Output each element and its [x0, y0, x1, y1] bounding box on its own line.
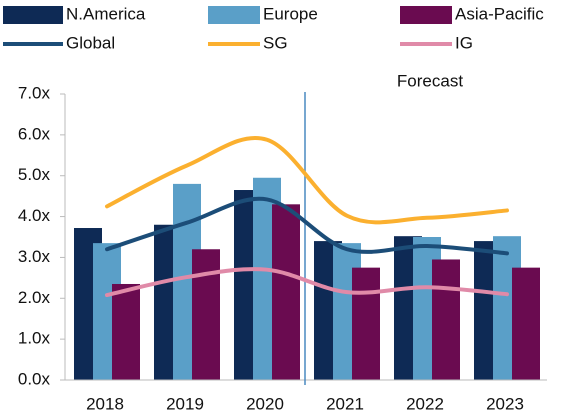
bar [512, 267, 540, 380]
y-tick-label: 3.0x [18, 247, 51, 266]
bar [192, 249, 220, 380]
x-tick-label: 2022 [406, 394, 444, 413]
x-tick-label: 2018 [86, 394, 124, 413]
line [105, 136, 509, 225]
bar [272, 204, 300, 380]
legend-label: Europe [263, 4, 318, 23]
x-tick-label: 2019 [166, 394, 204, 413]
x-tick-label: 2021 [326, 394, 364, 413]
x-tick-label: 2020 [246, 394, 284, 413]
line [105, 196, 509, 256]
y-tick-label: 1.0x [18, 329, 51, 348]
y-tick-label: 6.0x [18, 124, 51, 143]
x-tick-label: 2023 [486, 394, 524, 413]
legend-swatch [400, 6, 452, 24]
legend-label: Global [66, 33, 115, 52]
y-tick-label: 4.0x [18, 206, 51, 225]
legend-label: SG [263, 33, 288, 52]
y-tick-label: 7.0x [18, 83, 51, 102]
y-tick-label: 2.0x [18, 288, 51, 307]
line [105, 267, 509, 298]
legend-swatch [3, 6, 63, 24]
legend-label: IG [455, 33, 473, 52]
legend-swatch [208, 6, 260, 24]
legend-label: Asia-Pacific [455, 4, 544, 23]
bar [112, 283, 140, 380]
y-tick-label: 5.0x [18, 165, 51, 184]
y-tick-label: 0.0x [18, 369, 51, 388]
bar [352, 267, 380, 380]
legend-label: N.America [66, 4, 146, 23]
bar [432, 259, 460, 380]
forecast-annotation: Forecast [397, 71, 463, 90]
